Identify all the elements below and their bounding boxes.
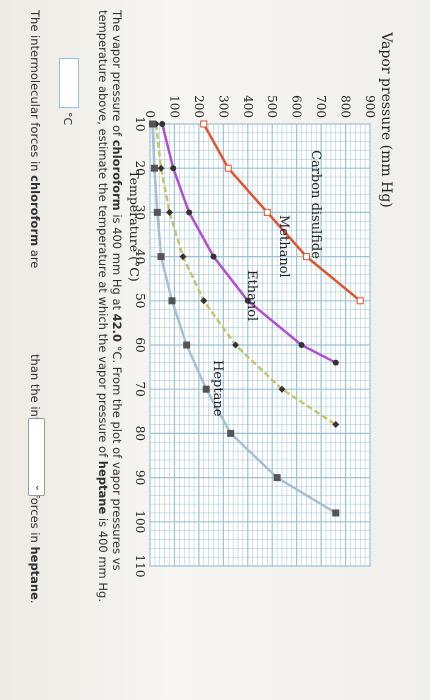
x-tick-label: 10 [133, 116, 147, 131]
y-tick-label: 500 [265, 95, 279, 118]
comparison-select[interactable]: ⌄ [28, 418, 45, 496]
series-label-methanol: Methanol [276, 215, 291, 278]
y-tick-label: 900 [363, 95, 377, 118]
data-point [302, 253, 310, 261]
compound-name: chloroform [110, 139, 124, 211]
y-tick-label: 300 [216, 95, 230, 118]
x-tick-label: 80 [133, 426, 147, 441]
data-point [224, 164, 232, 172]
data-point [157, 164, 165, 172]
question-text: is 400 mm Hg at [110, 210, 124, 314]
data-point [186, 209, 193, 216]
data-point [356, 297, 364, 305]
question-text: are [28, 246, 42, 269]
x-tick-label: 20 [133, 161, 147, 176]
question-line-3: The intermolecular forces in chloroform … [28, 10, 42, 700]
y-tick-label: 200 [192, 95, 206, 118]
question-text: . [28, 599, 42, 604]
compound-name: chloroform [28, 175, 42, 247]
question-text: is 400 mm Hg. [96, 514, 110, 603]
data-point [278, 385, 286, 393]
data-point [183, 341, 191, 349]
x-tick-label: 60 [133, 337, 147, 352]
chart-series [148, 120, 364, 517]
chevron-down-icon: ⌄ [33, 483, 44, 492]
data-point [166, 208, 174, 216]
data-point [159, 121, 166, 127]
y-tick-label: 100 [167, 95, 181, 118]
chart-grid [149, 123, 371, 567]
question-line-1: The vapor pressure of chloroform is 400 … [110, 10, 124, 700]
x-tick-label: 30 [133, 205, 147, 220]
series-label-heptane: Heptane [210, 360, 225, 417]
y-tick-label: 400 [241, 95, 255, 118]
series-label-ethanol: Ethanol [244, 270, 259, 321]
data-point [244, 297, 251, 304]
data-point [200, 120, 208, 128]
question-text: The vapor pressure of [110, 10, 124, 140]
data-point [273, 474, 281, 482]
answer-unit: °C [61, 112, 74, 126]
x-axis-label: Temperature (°C) [127, 170, 142, 281]
chart-ticks: 10 20 30 40 50 60 70 80 90 100 110 0 100 200 300 400 500… [133, 95, 377, 577]
data-point [157, 253, 165, 261]
question-line-2: temperature above, estimate the temperat… [96, 10, 110, 700]
y-tick-label: 800 [339, 95, 353, 118]
y-tick-label: 600 [290, 95, 304, 118]
series-line [154, 123, 337, 426]
data-point [232, 341, 240, 349]
data-point [298, 342, 305, 348]
question-text: temperature above, estimate the temperat… [96, 10, 110, 461]
data-point [179, 253, 187, 261]
y-tick-label: 0 [143, 110, 157, 118]
x-tick-label: 110 [133, 555, 147, 578]
temperature-answer-input[interactable] [59, 58, 79, 108]
data-point [332, 359, 339, 366]
data-point [168, 297, 176, 305]
given-temperature: 42.0 [110, 313, 124, 343]
data-point [210, 253, 217, 260]
data-point [202, 385, 210, 393]
data-point [148, 120, 156, 128]
data-point [170, 165, 177, 172]
x-tick-label: 40 [133, 249, 147, 264]
compound-name: heptane [96, 460, 110, 515]
data-point [150, 164, 158, 172]
data-point [332, 509, 340, 517]
data-point [227, 429, 235, 437]
x-tick-label: 70 [133, 382, 147, 397]
series-label-carbon-disulfide: Carbon disulfide [308, 150, 323, 259]
question-text: The intermolecular forces in [28, 10, 42, 176]
data-point [200, 297, 208, 305]
y-axis-label: Vapor pressure (mm Hg) [378, 31, 394, 208]
y-tick-label: 700 [314, 95, 328, 118]
data-point [153, 208, 161, 216]
compound-name: heptane [28, 546, 42, 600]
x-tick-label: 90 [133, 470, 147, 485]
x-tick-label: 100 [133, 510, 147, 533]
series-line [151, 123, 337, 515]
x-tick-label: 50 [133, 293, 147, 308]
question-text: °C. From the plot of vapor pressures vs [110, 342, 124, 571]
data-point [263, 208, 271, 216]
